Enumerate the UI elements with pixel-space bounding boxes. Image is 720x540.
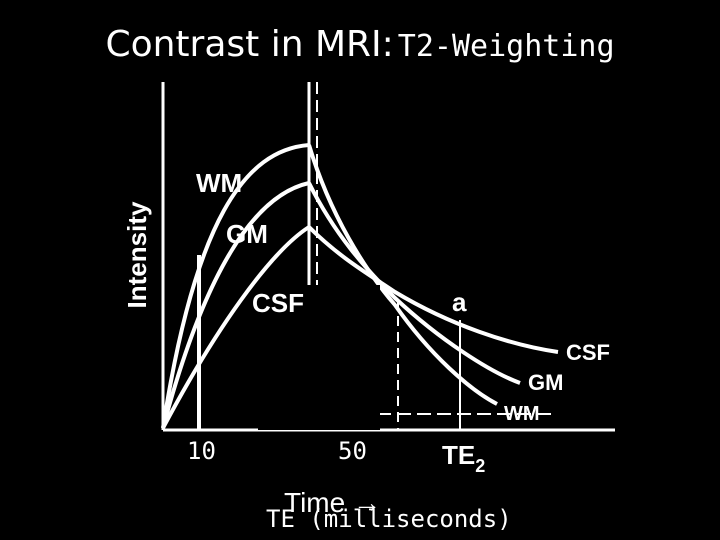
label-wm-rise: WM xyxy=(196,168,242,198)
label-csf-end: CSF xyxy=(566,340,610,365)
label-csf-rise: CSF xyxy=(252,288,304,318)
annotation-a: a xyxy=(452,287,467,317)
series-gm-decay xyxy=(307,182,521,385)
x-caption: TE (milliseconds) xyxy=(266,505,512,533)
mask-block xyxy=(258,285,380,430)
slide-title: Contrast in MRI: T2-Weighting xyxy=(0,24,720,65)
tick-te2-sub: 2 xyxy=(475,456,485,476)
label-gm-rise: GM xyxy=(226,219,268,249)
series-csf-decay xyxy=(307,225,559,354)
tick-te2: TE2 xyxy=(442,440,485,476)
series-wm-rise xyxy=(161,143,310,429)
tick-te2-main: TE xyxy=(442,440,475,470)
series-csf-rise xyxy=(161,225,311,429)
series-wm-decay xyxy=(307,144,498,406)
label-wm-end: WM xyxy=(504,403,540,425)
series-gm-rise xyxy=(161,181,310,429)
tick-50: 50 xyxy=(338,437,367,465)
title-main: Contrast in MRI: xyxy=(105,24,394,65)
title-subtitle: T2-Weighting xyxy=(397,29,615,64)
label-gm-end: GM xyxy=(528,370,563,395)
y-axis-label: Intensity xyxy=(122,201,152,308)
x-axis-label: Time → xyxy=(284,487,381,518)
tick-10: 10 xyxy=(187,437,216,465)
